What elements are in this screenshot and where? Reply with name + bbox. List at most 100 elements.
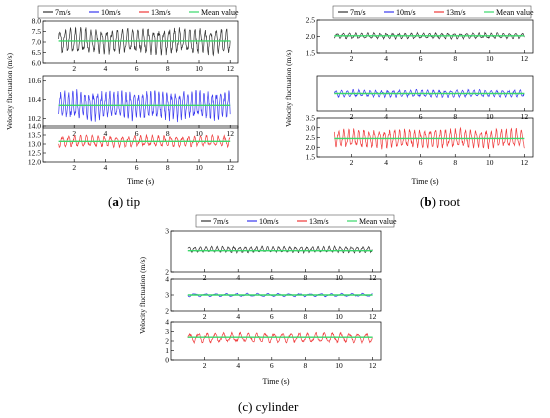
y-tick-label: 6.5 bbox=[32, 48, 42, 57]
x-tick-label: 12 bbox=[226, 163, 234, 172]
x-tick-label: 8 bbox=[453, 112, 457, 121]
y-tick-label: 2 bbox=[165, 268, 169, 277]
x-tick-label: 8 bbox=[304, 312, 308, 321]
x-axis-label: Time (s) bbox=[411, 177, 438, 186]
x-tick-label: 2 bbox=[350, 158, 354, 167]
x-axis-label: Time (s) bbox=[127, 177, 154, 186]
legend-entry: 7m/s bbox=[55, 8, 71, 17]
x-tick-label: 4 bbox=[104, 64, 108, 73]
x-tick-label: 8 bbox=[166, 129, 170, 138]
y-tick-label: 12.5 bbox=[28, 149, 41, 158]
legend-entry: 13m/s bbox=[151, 8, 171, 17]
y-tick-label: 2 bbox=[165, 307, 169, 316]
legend-entry: 13m/s bbox=[446, 8, 466, 17]
x-tick-label: 4 bbox=[104, 129, 108, 138]
x-tick-label: 6 bbox=[419, 54, 423, 63]
x-tick-label: 6 bbox=[135, 163, 139, 172]
y-tick-label: 4 bbox=[165, 275, 169, 284]
y-tick-label: 10.6 bbox=[28, 76, 41, 85]
y-tick-label: 3.5 bbox=[306, 114, 316, 123]
x-tick-label: 2 bbox=[72, 163, 76, 172]
x-tick-label: 12 bbox=[226, 64, 234, 73]
x-tick-label: 8 bbox=[166, 64, 170, 73]
x-tick-label: 8 bbox=[166, 163, 170, 172]
x-tick-label: 6 bbox=[270, 273, 274, 282]
x-tick-label: 2 bbox=[350, 112, 354, 121]
x-tick-label: 10 bbox=[195, 163, 203, 172]
x-tick-label: 12 bbox=[226, 129, 234, 138]
panel-0: 6.0 6.57.0 7.58.0 2 4 6 8 10 12 bbox=[32, 17, 239, 73]
caption-a-prefix: ( bbox=[108, 194, 113, 209]
x-tick-label: 4 bbox=[384, 54, 388, 63]
panel-frame bbox=[170, 321, 382, 361]
x-tick-label: 8 bbox=[304, 273, 308, 282]
y-axis-label: Velocity fluctuation (m/s) bbox=[138, 256, 147, 334]
legend: 7m/s 10m/s 13m/s Mean value bbox=[37, 5, 239, 19]
x-tick-label: 10 bbox=[486, 158, 494, 167]
y-tick-label: 1 bbox=[165, 346, 169, 355]
legend-entry: Mean value bbox=[359, 217, 397, 226]
x-tick-label: 10 bbox=[335, 312, 343, 321]
x-tick-label: 12 bbox=[369, 312, 377, 321]
x-tick-label: 10 bbox=[195, 129, 203, 138]
x-tick-label: 12 bbox=[521, 158, 529, 167]
series-line-13m-s bbox=[333, 126, 525, 150]
x-tick-label: 12 bbox=[521, 54, 529, 63]
panel-2: 1.52.02.53.03.5 2 4 6 8 10 12 bbox=[306, 114, 534, 167]
x-tick-label: 8 bbox=[304, 361, 308, 370]
x-tick-label: 10 bbox=[486, 112, 494, 121]
chart-1: 7m/s 10m/s 13m/s Mean value Velocity fluctua… bbox=[284, 5, 534, 186]
x-tick-label: 6 bbox=[419, 112, 423, 121]
caption-b-prefix: ( bbox=[420, 194, 425, 209]
x-tick-label: 12 bbox=[521, 112, 529, 121]
caption-b-letter: b bbox=[424, 194, 432, 209]
x-tick-label: 2 bbox=[203, 312, 207, 321]
panel-0: 232 4 6 8 10 12 bbox=[165, 227, 382, 282]
legend-entry: 10m/s bbox=[259, 217, 279, 226]
legend-entry: 7m/s bbox=[213, 217, 229, 226]
panel-0: 1.5 2.0 2.5 2 4 6 8 10 12 bbox=[306, 16, 534, 63]
y-tick-label: 1.5 bbox=[306, 153, 316, 162]
chart-0: 7m/s 10m/s 13m/s Mean value Velocity fluctua… bbox=[5, 5, 239, 186]
x-tick-label: 2 bbox=[72, 129, 76, 138]
y-tick-label: 0 bbox=[165, 356, 169, 365]
y-tick-label: 8.0 bbox=[32, 17, 42, 26]
y-tick-label: 13.0 bbox=[28, 140, 41, 149]
x-tick-label: 2 bbox=[350, 54, 354, 63]
y-tick-label: 12.0 bbox=[28, 158, 41, 167]
y-tick-label: 1.5 bbox=[306, 49, 316, 58]
y-tick-label: 14.0 bbox=[28, 122, 41, 131]
caption-c-text: (c) cylinder bbox=[238, 399, 299, 414]
panel-1: 2 4 6 8 10 12 bbox=[316, 75, 534, 121]
x-tick-label: 2 bbox=[72, 64, 76, 73]
x-tick-label: 10 bbox=[486, 54, 494, 63]
caption-a: (a) tip bbox=[108, 194, 140, 210]
y-tick-label: 4 bbox=[165, 318, 169, 327]
legend-entry: Mean value bbox=[496, 8, 534, 17]
legend-entry: 10m/s bbox=[396, 8, 416, 17]
panel-frame bbox=[316, 75, 534, 112]
panel-frame bbox=[170, 230, 382, 273]
y-tick-label: 7.0 bbox=[32, 38, 42, 47]
legend-entry: 10m/s bbox=[101, 8, 121, 17]
y-tick-label: 2.0 bbox=[306, 32, 316, 41]
y-tick-label: 3 bbox=[165, 327, 169, 336]
y-tick-label: 6.0 bbox=[32, 59, 42, 68]
series-line-10m-s bbox=[58, 89, 231, 123]
series-line-13m-s bbox=[58, 133, 231, 149]
caption-b-suffix: ) root bbox=[431, 194, 461, 209]
panel-1: 2 3 4 2 4 6 8 10 12 bbox=[165, 275, 382, 321]
x-tick-label: 10 bbox=[335, 361, 343, 370]
y-tick-label: 2.0 bbox=[306, 143, 316, 152]
x-tick-label: 2 bbox=[203, 273, 207, 282]
x-tick-label: 6 bbox=[419, 158, 423, 167]
panel-frame bbox=[42, 75, 239, 129]
y-tick-label: 2 bbox=[165, 337, 169, 346]
caption-a-suffix: ) tip bbox=[118, 194, 141, 209]
x-tick-label: 8 bbox=[453, 54, 457, 63]
x-tick-label: 4 bbox=[104, 163, 108, 172]
legend-box bbox=[332, 5, 532, 19]
y-tick-label: 10.2 bbox=[28, 114, 41, 123]
